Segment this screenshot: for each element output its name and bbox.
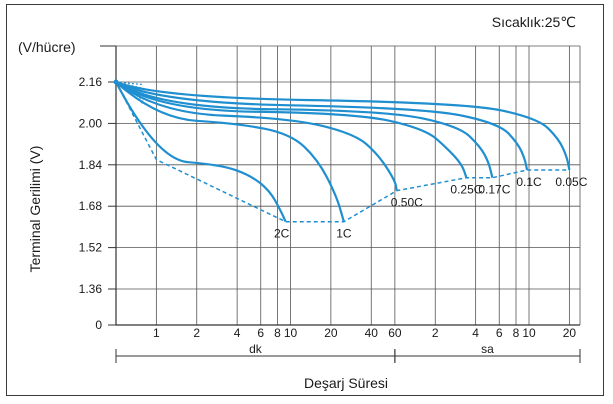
curve-0_17C	[115, 81, 494, 178]
y-tick-label: 1.52	[79, 241, 103, 255]
x-tick-label: 60	[388, 326, 402, 340]
curve-label: 2C	[274, 227, 290, 241]
start-fan-line	[115, 81, 144, 86]
curve-0_50C	[115, 81, 398, 191]
plot-grid	[116, 45, 581, 325]
y-unit-label: (V/hücre)	[18, 39, 76, 55]
x-tick-label: 8	[274, 326, 281, 340]
curve-label: 0.17C	[478, 183, 510, 197]
y-tick-label: 1.68	[79, 199, 103, 213]
y-axis-title: Terminal Gerilimi (V)	[27, 146, 43, 273]
chart-frame	[6, 4, 604, 396]
curve-label: 0.05C	[555, 175, 587, 189]
x-axis-title: Deşarj Süresi	[304, 375, 388, 391]
x-tick-label: 20	[563, 326, 577, 340]
x-tick-label: 4	[472, 326, 479, 340]
curve-label: 0.50C	[391, 196, 423, 210]
x-tick-label: 20	[324, 326, 338, 340]
tick-labels: 01.361.521.681.842.002.161 2 4 6 8 10 20 40 60 2 4…	[79, 75, 577, 356]
x-tick-label: 10	[284, 326, 298, 340]
x-tick-label: 2	[432, 326, 439, 340]
curve-label: 1C	[336, 227, 352, 241]
curve-2C	[115, 81, 287, 223]
group-label: dk	[249, 342, 263, 356]
curve-label: 0.25C	[450, 183, 482, 197]
y-tick-label: 2.16	[79, 75, 103, 89]
x-tick-label: 8	[513, 326, 520, 340]
y-tick-label: 0	[95, 318, 102, 332]
y-tick-label: 1.36	[79, 282, 103, 296]
temperature-annotation: Sıcaklık:25℃	[492, 14, 576, 30]
x-tick-label: 6	[257, 326, 264, 340]
x-tick-label: 6	[496, 326, 503, 340]
y-tick-label: 2.00	[79, 116, 103, 130]
curve-1C	[115, 81, 345, 223]
curve-0_05C	[115, 80, 571, 171]
x-tick-label: 10	[522, 326, 536, 340]
axes	[100, 45, 581, 363]
curve-0_1C	[115, 81, 529, 171]
curve-label: 0.1C	[516, 175, 542, 189]
x-tick-label: 40	[365, 326, 379, 340]
x-tick-label: 4	[234, 326, 241, 340]
curve-0_25C	[115, 81, 468, 179]
y-tick-label: 1.84	[79, 158, 103, 172]
discharge-curves	[115, 80, 571, 223]
x-tick-label: 2	[193, 326, 200, 340]
x-tick-label: 1	[153, 326, 160, 340]
group-label: sa	[481, 342, 494, 356]
